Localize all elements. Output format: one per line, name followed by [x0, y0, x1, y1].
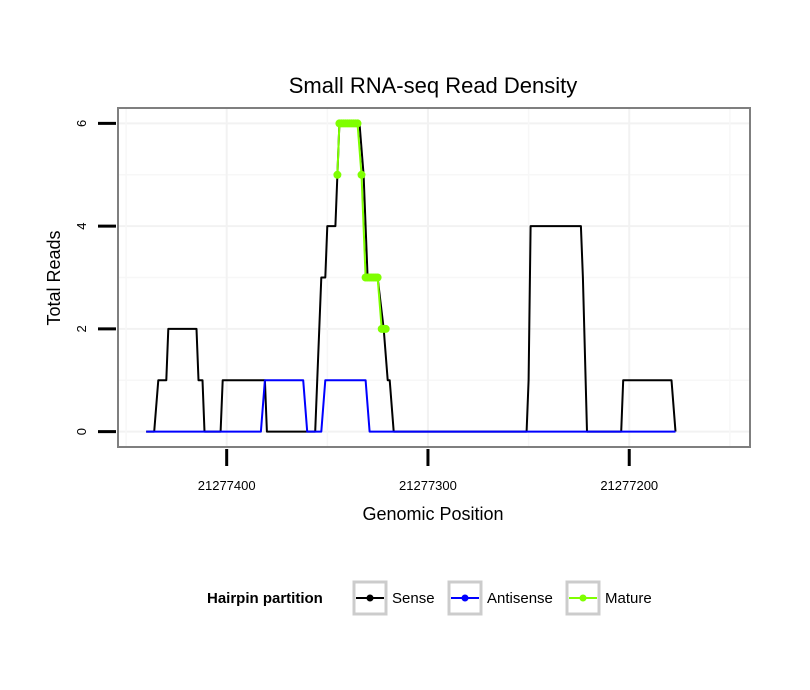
mature-point	[381, 324, 390, 333]
mature-point	[353, 119, 362, 128]
x-tick-label: 21277400	[198, 478, 256, 493]
legend-item-sense: Sense	[352, 580, 435, 616]
series-line-antisense	[146, 379, 676, 433]
legend-item-antisense: Antisense	[447, 580, 553, 616]
axis-layer: 0 2 4 6 21277400 21277300 21277200	[74, 120, 658, 493]
mature-point	[357, 170, 366, 179]
y-axis-title: Total Reads	[44, 230, 64, 325]
legend-key-point	[461, 594, 469, 602]
legend-key-point	[579, 594, 587, 602]
legend-key-point	[366, 594, 374, 602]
plot-panel-border	[117, 107, 751, 448]
legend-label-mature: Mature	[605, 590, 652, 607]
mature-point	[373, 273, 382, 282]
x-tick-label: 21277300	[399, 478, 457, 493]
x-tick-label: 21277200	[600, 478, 658, 493]
y-tick-label: 6	[74, 120, 89, 127]
grid-layer	[118, 108, 750, 447]
legend-item-mature: Mature	[565, 580, 652, 616]
y-tick-label: 0	[74, 428, 89, 435]
legend-label-antisense: Antisense	[487, 590, 553, 607]
y-tick-label: 2	[74, 325, 89, 332]
x-axis-title: Genomic Position	[362, 504, 503, 524]
legend-label-sense: Sense	[392, 590, 435, 607]
legend-title: Hairpin partition	[207, 590, 323, 607]
mature-point	[333, 170, 342, 179]
chart-title: Small RNA-seq Read Density	[289, 73, 578, 98]
series-layer	[146, 119, 677, 433]
y-tick-label: 4	[74, 223, 89, 230]
legend: Hairpin partition Sense Antisense Mature	[207, 580, 652, 616]
